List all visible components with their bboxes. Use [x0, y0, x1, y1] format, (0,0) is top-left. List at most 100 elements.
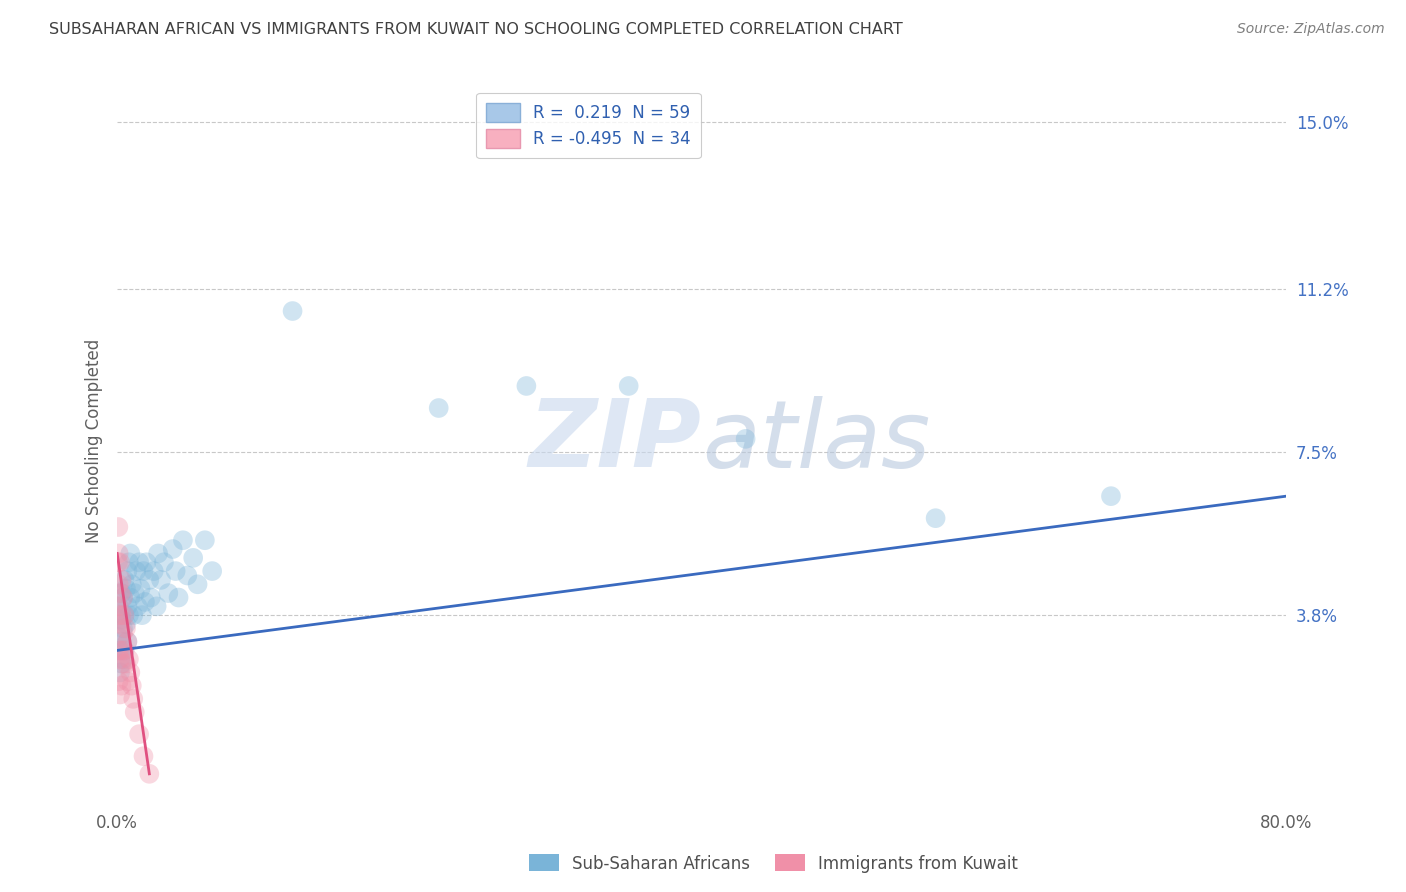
- Point: [135, 555, 157, 569]
- Point: [110, 586, 132, 600]
- Text: Source: ZipAtlas.com: Source: ZipAtlas.com: [1237, 22, 1385, 37]
- Point: [124, 705, 146, 719]
- Point: [281, 304, 304, 318]
- Point: [107, 608, 129, 623]
- Point: [114, 608, 136, 623]
- Point: [172, 533, 194, 548]
- Point: [114, 573, 136, 587]
- Point: [176, 568, 198, 582]
- Point: [117, 634, 139, 648]
- Point: [194, 533, 217, 548]
- Point: [167, 591, 190, 605]
- Point: [122, 608, 145, 623]
- Point: [112, 621, 135, 635]
- Point: [107, 546, 129, 560]
- Point: [153, 555, 176, 569]
- Point: [114, 643, 136, 657]
- Point: [107, 555, 129, 569]
- Point: [132, 749, 155, 764]
- Point: [427, 401, 450, 415]
- Point: [115, 621, 138, 635]
- Point: [138, 767, 160, 781]
- Point: [121, 679, 143, 693]
- Point: [125, 564, 148, 578]
- Point: [110, 613, 132, 627]
- Point: [110, 608, 132, 623]
- Point: [165, 564, 187, 578]
- Point: [129, 582, 152, 596]
- Point: [1099, 489, 1122, 503]
- Point: [107, 643, 129, 657]
- Point: [107, 520, 129, 534]
- Point: [515, 379, 537, 393]
- Point: [112, 591, 135, 605]
- Point: [115, 617, 138, 632]
- Point: [108, 688, 131, 702]
- Point: [121, 577, 143, 591]
- Point: [117, 599, 139, 614]
- Point: [128, 555, 150, 569]
- Point: [118, 652, 141, 666]
- Point: [117, 634, 139, 648]
- Point: [120, 546, 142, 560]
- Point: [146, 546, 169, 560]
- Point: [157, 586, 180, 600]
- Point: [108, 555, 131, 569]
- Point: [115, 582, 138, 596]
- Point: [112, 625, 135, 640]
- Point: [138, 573, 160, 587]
- Point: [117, 564, 139, 578]
- Point: [114, 643, 136, 657]
- Point: [187, 577, 209, 591]
- Point: [115, 657, 138, 671]
- Point: [120, 591, 142, 605]
- Point: [108, 652, 131, 666]
- Point: [118, 608, 141, 623]
- Point: [120, 665, 142, 680]
- Point: [107, 577, 129, 591]
- Point: [617, 379, 640, 393]
- Point: [924, 511, 946, 525]
- Point: [112, 652, 135, 666]
- Point: [150, 573, 173, 587]
- Point: [107, 599, 129, 614]
- Point: [132, 564, 155, 578]
- Point: [107, 599, 129, 614]
- Point: [142, 564, 165, 578]
- Point: [139, 591, 162, 605]
- Point: [117, 674, 139, 689]
- Point: [162, 542, 184, 557]
- Point: [145, 599, 167, 614]
- Point: [110, 657, 132, 671]
- Point: [201, 564, 224, 578]
- Y-axis label: No Schooling Completed: No Schooling Completed: [86, 339, 103, 543]
- Point: [110, 573, 132, 587]
- Legend: Sub-Saharan Africans, Immigrants from Kuwait: Sub-Saharan Africans, Immigrants from Ku…: [522, 847, 1025, 880]
- Point: [118, 555, 141, 569]
- Point: [114, 608, 136, 623]
- Point: [110, 643, 132, 657]
- Text: ZIP: ZIP: [529, 395, 702, 487]
- Text: atlas: atlas: [702, 395, 929, 486]
- Point: [110, 634, 132, 648]
- Legend: R =  0.219  N = 59, R = -0.495  N = 34: R = 0.219 N = 59, R = -0.495 N = 34: [477, 93, 700, 158]
- Point: [108, 617, 131, 632]
- Point: [127, 599, 149, 614]
- Point: [108, 665, 131, 680]
- Point: [112, 657, 135, 671]
- Point: [181, 550, 204, 565]
- Point: [108, 608, 131, 623]
- Point: [108, 586, 131, 600]
- Point: [131, 608, 153, 623]
- Point: [128, 727, 150, 741]
- Point: [124, 586, 146, 600]
- Point: [110, 679, 132, 693]
- Point: [107, 630, 129, 644]
- Point: [122, 692, 145, 706]
- Point: [108, 643, 131, 657]
- Point: [107, 674, 129, 689]
- Point: [734, 432, 756, 446]
- Point: [112, 591, 135, 605]
- Text: SUBSAHARAN AFRICAN VS IMMIGRANTS FROM KUWAIT NO SCHOOLING COMPLETED CORRELATION : SUBSAHARAN AFRICAN VS IMMIGRANTS FROM KU…: [49, 22, 903, 37]
- Point: [134, 595, 156, 609]
